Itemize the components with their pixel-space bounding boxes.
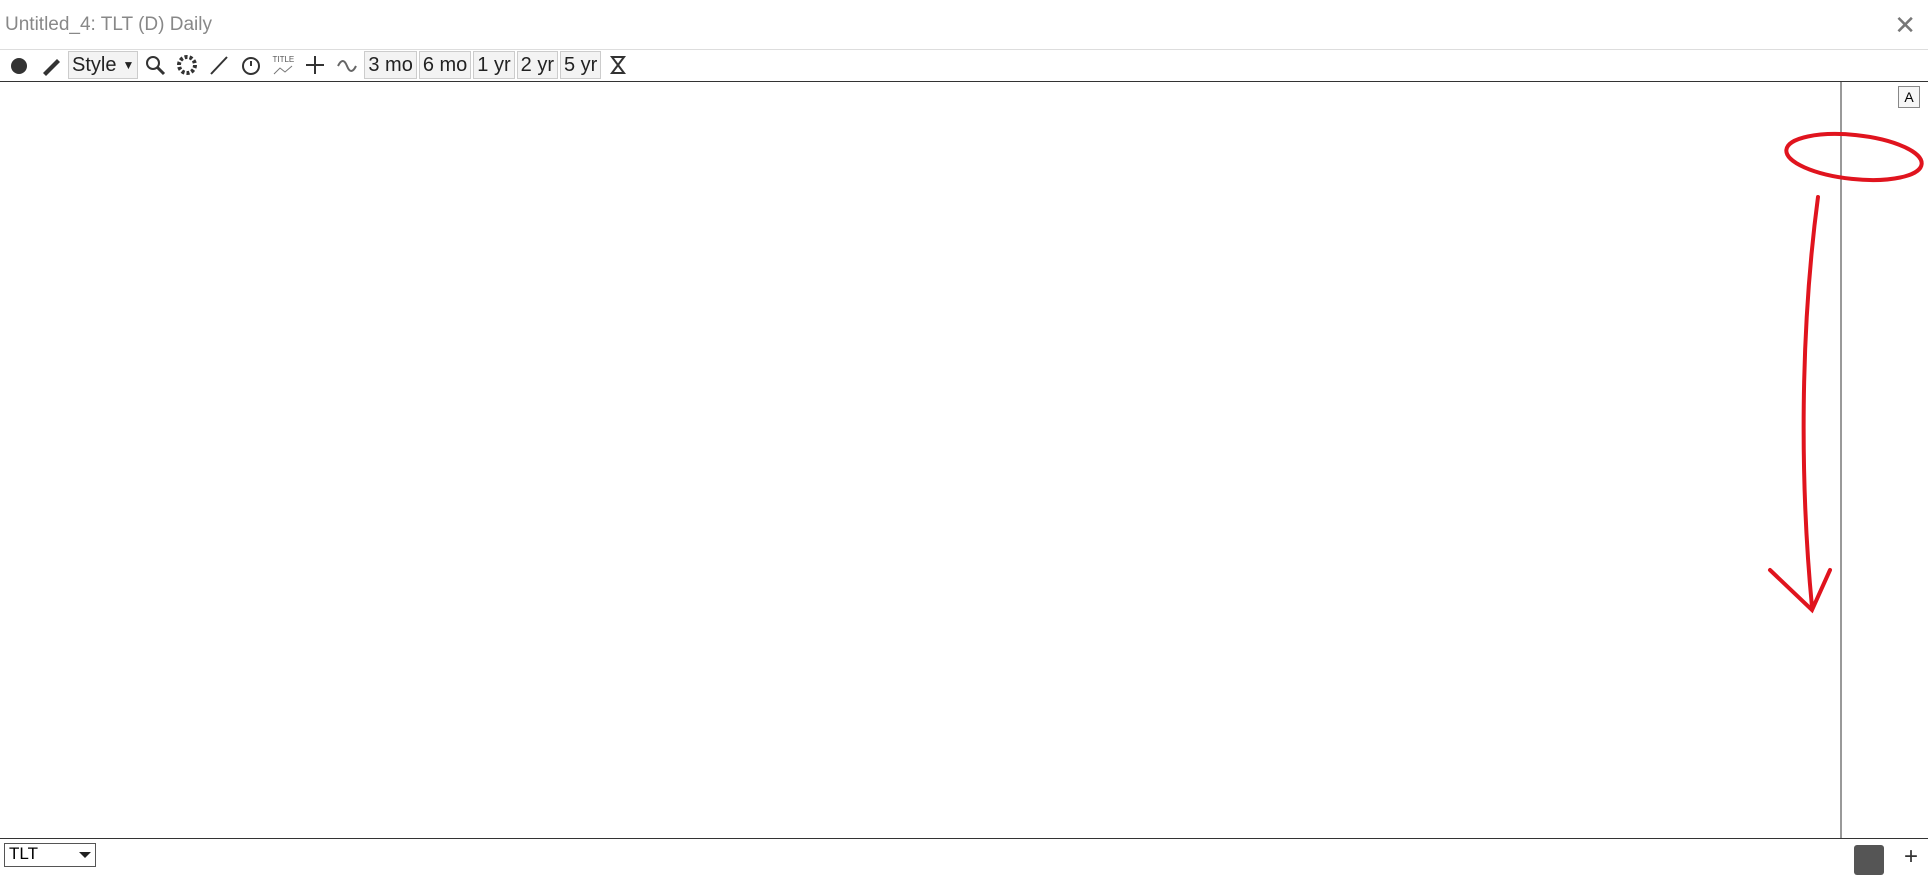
chart (1768, 82, 1924, 838)
range-button[interactable]: 2 yr (516, 51, 558, 79)
range-buttons: 3 mo 6 mo 1 yr 2 yr 5 yr (364, 51, 602, 79)
range-button[interactable]: 5 yr (559, 51, 602, 79)
annotation-arrow (1801, 195, 1820, 609)
symbol-box[interactable]: TLT (4, 843, 96, 867)
style-dropdown[interactable]: Style ▼ (68, 51, 139, 79)
window-title: Untitled_4: TLT (D) Daily (5, 14, 212, 35)
range-button[interactable]: 3 mo (364, 51, 417, 79)
compare-icon[interactable] (332, 51, 362, 79)
bottom-bar: TLT + (0, 838, 1928, 881)
settings-icon[interactable] (172, 51, 202, 79)
auto-scale-button[interactable]: A (1898, 86, 1920, 108)
alarm-icon[interactable] (236, 51, 266, 79)
line-tool-icon[interactable] (204, 51, 234, 79)
annotation-arrowhead (1768, 568, 1832, 614)
toolbar: Style ▼ TITLE 3 mo 6 mo 1 yr 2 yr 5 yr (0, 49, 1928, 82)
close-button[interactable]: ✕ (1894, 10, 1916, 40)
annotation-ellipse (1784, 131, 1924, 183)
crosshair-icon[interactable] (300, 51, 330, 79)
range-button[interactable]: 1 yr (473, 51, 515, 79)
refresh-button[interactable] (1854, 845, 1884, 875)
title-icon[interactable]: TITLE (268, 51, 298, 79)
annotation (1768, 131, 1924, 614)
timer-icon[interactable] (4, 51, 34, 79)
hourglass-icon[interactable] (603, 51, 633, 79)
zoom-icon[interactable] (140, 51, 170, 79)
add-button[interactable]: + (1903, 843, 1918, 870)
pencil-icon[interactable] (36, 51, 66, 79)
style-label: Style (72, 53, 117, 76)
title-icon-label: TITLE (272, 54, 295, 64)
range-button[interactable]: 6 mo (418, 51, 472, 79)
title-bar: Untitled_4: TLT (D) Daily ✕ (0, 0, 1928, 50)
